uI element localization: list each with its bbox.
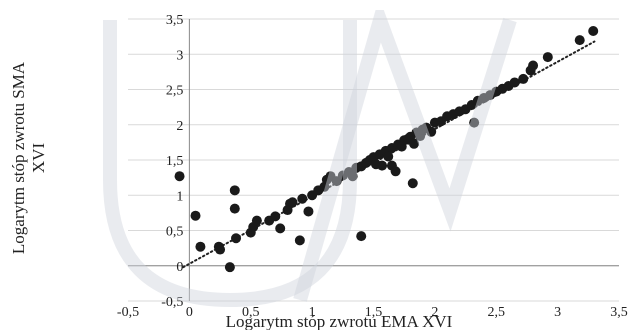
data-point: [377, 160, 388, 171]
y-tick-label: 3,5: [166, 13, 184, 28]
y-tick-label: 2,5: [166, 84, 184, 99]
y-axis-title-line2: XVI: [29, 143, 48, 174]
data-point: [270, 211, 281, 222]
data-point: [251, 215, 262, 226]
data-point: [297, 193, 308, 204]
y-tick-label: -0,5: [161, 295, 183, 310]
y-tick-label: 1,5: [166, 154, 184, 169]
x-tick-labels: -0,5 0 0,5 1 1,5 2 2,5 3 3,5: [117, 305, 628, 320]
data-point: [407, 178, 418, 189]
data-point: [275, 223, 286, 234]
data-point: [224, 262, 235, 273]
data-point: [195, 241, 206, 252]
x-tick-label: 1: [309, 305, 316, 320]
x-tick-label: 0: [186, 305, 193, 320]
y-tick-label: 0,5: [166, 225, 184, 240]
data-point: [174, 171, 185, 182]
data-point: [215, 244, 226, 255]
data-point: [229, 203, 240, 214]
data-point: [294, 235, 305, 246]
data-point: [426, 126, 437, 137]
x-tick-label: -0,5: [117, 305, 139, 320]
data-point: [542, 52, 553, 63]
data-points: [174, 25, 599, 273]
x-tick-label: 2: [431, 305, 438, 320]
y-tick-labels: -0,5 0 0,5 1 1,5 2 2,5 3 3,5: [161, 13, 183, 310]
axes: [128, 19, 619, 301]
data-point: [303, 206, 314, 217]
data-point: [287, 197, 298, 208]
y-axis-title: Logarytm stóp zwrotu SMA XVI: [9, 61, 48, 254]
y-axis-title-line1: Logarytm stóp zwrotu SMA: [9, 61, 28, 254]
data-point: [231, 233, 242, 244]
data-point: [588, 25, 599, 36]
x-tick-label: 3,5: [610, 305, 628, 320]
data-point: [390, 166, 401, 177]
data-point: [383, 151, 394, 162]
data-point: [518, 73, 529, 84]
y-tick-label: 3: [176, 48, 183, 63]
y-tick-label: 0: [176, 260, 183, 275]
data-point: [347, 171, 358, 182]
data-point: [409, 138, 420, 149]
data-point: [528, 60, 539, 71]
data-point: [469, 117, 480, 128]
x-axis-title: Logarytm stóp zwrotu EMA XVI: [226, 312, 453, 330]
x-tick-label: 1,5: [365, 305, 383, 320]
y-tick-label: 2: [176, 119, 183, 134]
data-point: [574, 35, 585, 46]
x-tick-label: 2,5: [488, 305, 506, 320]
data-point: [190, 210, 201, 221]
x-tick-label: 0,5: [242, 305, 260, 320]
y-tick-label: 1: [176, 189, 183, 204]
data-point: [356, 231, 367, 242]
data-point: [229, 185, 240, 196]
x-tick-label: 3: [554, 305, 561, 320]
data-point: [509, 77, 520, 88]
